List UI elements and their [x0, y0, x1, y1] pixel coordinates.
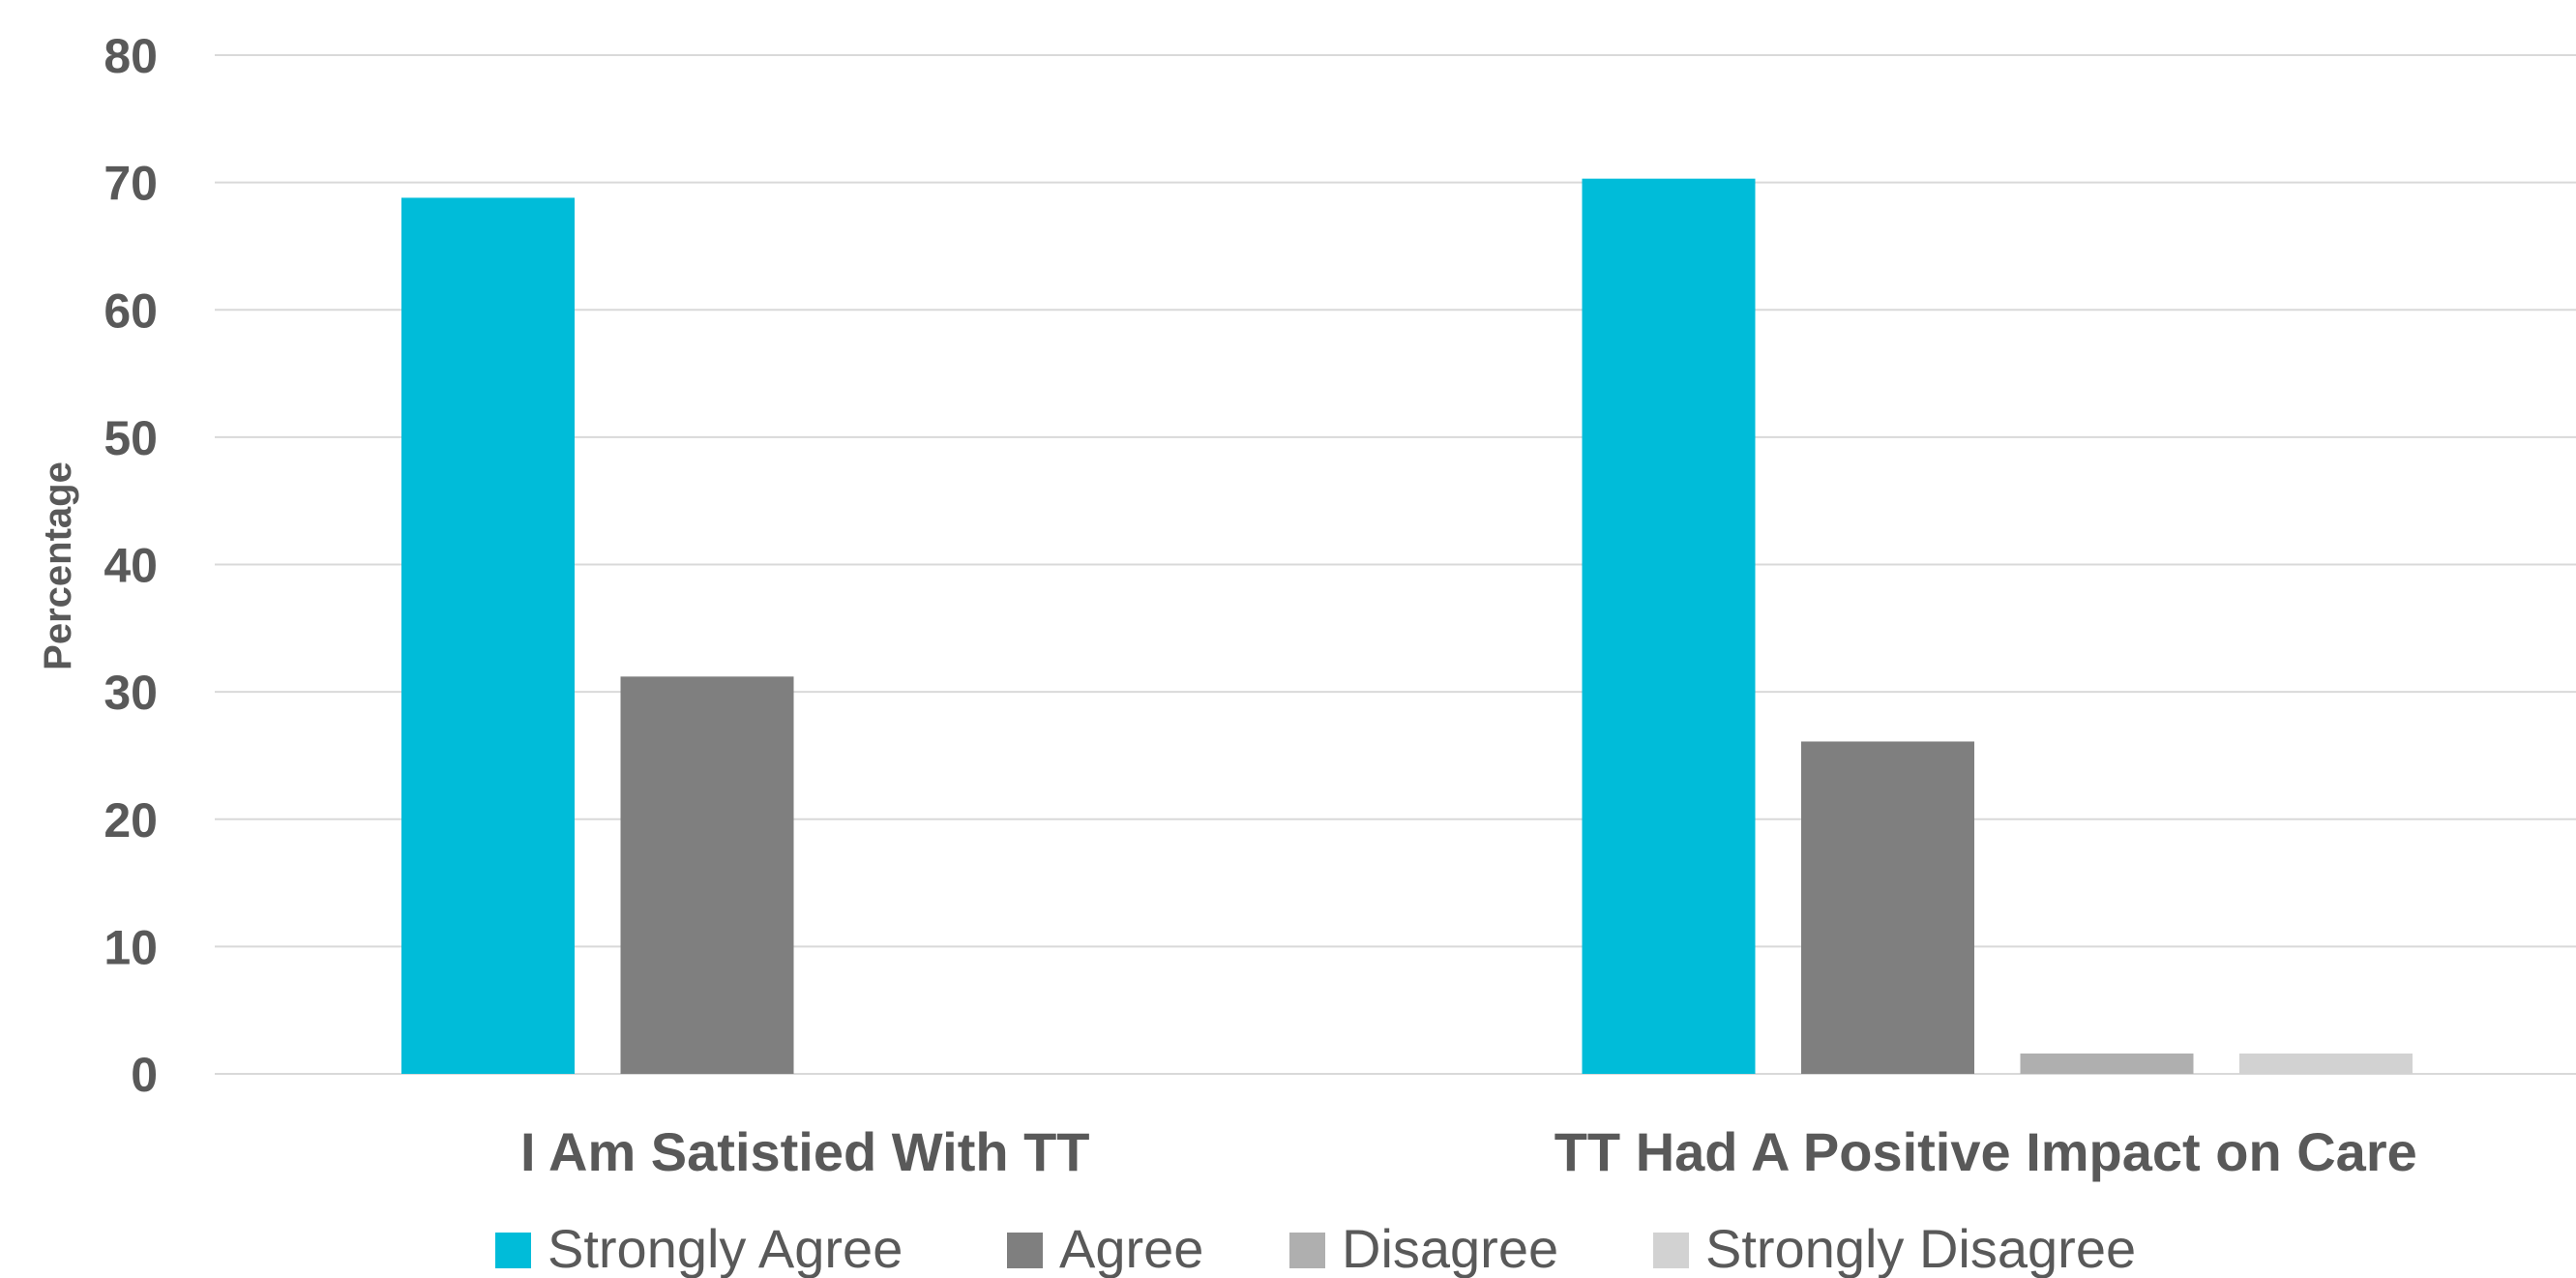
y-tick-label: 50 — [104, 411, 158, 465]
legend: Strongly Agree Agree Disagree Strongly Disa… — [495, 1218, 2136, 1278]
legend-item: Strongly Disagree — [1653, 1218, 2136, 1278]
legend-item: Agree — [1007, 1218, 1203, 1278]
bar-agree — [620, 676, 794, 1074]
bar-strongly-disagree — [2239, 1053, 2413, 1074]
y-tick-label: 40 — [104, 539, 158, 593]
legend-label: Disagree — [1342, 1218, 1558, 1278]
legend-label: Strongly Disagree — [1705, 1218, 2136, 1278]
bar-strongly-agree — [401, 197, 575, 1075]
legend-item: Disagree — [1289, 1218, 1558, 1278]
legend-swatch — [1653, 1233, 1689, 1268]
legend-swatch — [1289, 1233, 1325, 1268]
legend-item: Strongly Agree — [495, 1218, 903, 1278]
legend-label: Agree — [1059, 1218, 1203, 1278]
legend-label: Strongly Agree — [548, 1218, 903, 1278]
x-category-label: TT Had A Positive Impact on Care — [1554, 1121, 2417, 1182]
bar-strongly-agree — [1582, 178, 1756, 1074]
y-tick-label: 10 — [104, 920, 158, 974]
bars — [401, 178, 2413, 1075]
y-tick-label: 0 — [131, 1048, 158, 1102]
y-axis-label: Percentage — [37, 461, 79, 670]
y-tick-label: 60 — [104, 283, 158, 338]
y-tick-label: 30 — [104, 666, 158, 720]
bar-disagree — [2020, 1053, 2194, 1074]
y-axis-ticks: 0 10 20 30 40 50 60 70 80 — [104, 29, 158, 1102]
legend-swatch — [1007, 1233, 1043, 1268]
y-tick-label: 70 — [104, 157, 158, 211]
y-tick-label: 80 — [104, 29, 158, 83]
x-axis-categories: I Am Satistied With TT TT Had A Positive … — [520, 1121, 2417, 1182]
x-category-label: I Am Satistied With TT — [520, 1121, 1090, 1182]
y-tick-label: 20 — [104, 793, 158, 847]
gridlines — [215, 54, 2576, 1075]
legend-swatch — [495, 1233, 531, 1268]
bar-agree — [1801, 741, 1974, 1074]
